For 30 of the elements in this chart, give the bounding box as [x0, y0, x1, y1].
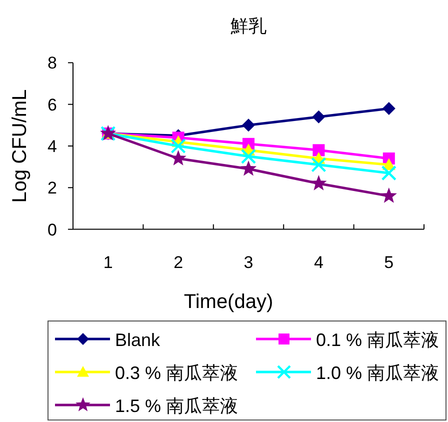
point [240, 160, 257, 176]
y-tick-label: 8 [48, 54, 57, 73]
x-tick-label: 4 [314, 253, 324, 272]
legend-label: 0.1 % 南瓜萃液 [316, 330, 440, 350]
point [170, 150, 186, 166]
y-tick-label: 2 [48, 178, 57, 198]
x-tick-label: 1 [103, 253, 113, 272]
point [311, 157, 326, 172]
point [312, 144, 325, 156]
legend-label: 1.0 % 南瓜萃液 [316, 363, 440, 383]
x-tick-label: 5 [384, 253, 394, 272]
point [242, 118, 255, 132]
x-tick-label: 3 [244, 253, 254, 272]
legend-label: 0.3 % 南瓜萃液 [115, 363, 238, 383]
point [381, 165, 396, 181]
y-tick-label: 6 [48, 95, 57, 114]
y-tick-label: 0 [48, 220, 57, 240]
point [382, 102, 396, 116]
point [310, 175, 327, 190]
legend-label: Blank [115, 330, 162, 350]
x-axis-title: Time(day) [184, 291, 274, 313]
point [170, 138, 186, 154]
point [380, 188, 397, 203]
y-axis-title: Log CFU/mL [9, 89, 31, 203]
point [240, 148, 256, 164]
chart-title: 鮮乳 [230, 16, 266, 36]
point [312, 110, 326, 124]
legend-label: 1.5 % 南瓜萃液 [115, 396, 238, 416]
x-tick-label: 2 [174, 253, 184, 272]
y-tick-label: 4 [48, 137, 57, 156]
